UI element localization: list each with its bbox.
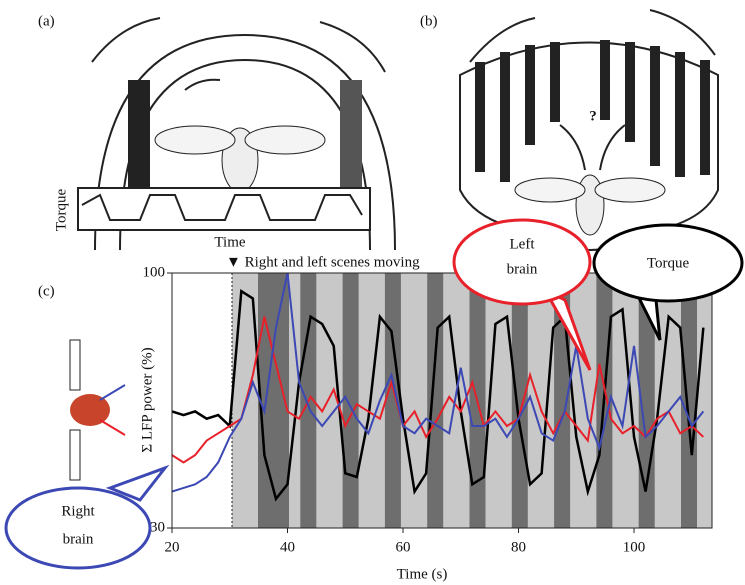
panel-label: (c) bbox=[38, 283, 55, 299]
callout-text: brain bbox=[507, 261, 538, 277]
annotation: ▼ Right and left scenes moving bbox=[226, 254, 420, 270]
x-tick-label: 40 bbox=[280, 539, 295, 555]
arrow bbox=[649, 9, 716, 56]
callout-torque bbox=[592, 223, 744, 341]
wing bbox=[154, 125, 236, 155]
y-axis-label: Σ LFP power (%) bbox=[139, 347, 155, 452]
arena bbox=[94, 33, 396, 251]
plot: ▼ Right and left scenes moving 30 100 20 40 6… bbox=[139, 254, 713, 582]
x-tick-label: 20 bbox=[165, 539, 180, 555]
grating bbox=[69, 429, 81, 481]
stimulus-shading-dark bbox=[342, 273, 359, 528]
stimulus-shading-dark bbox=[384, 273, 401, 528]
panel-label: (b) bbox=[420, 13, 438, 29]
fly-head bbox=[70, 394, 110, 426]
x-axis-label: Time (s) bbox=[397, 566, 448, 582]
series-line bbox=[171, 316, 705, 464]
y-tick-label: 30 bbox=[150, 519, 165, 535]
question-mark: ? bbox=[589, 108, 597, 124]
panel-b-illustration: (b) ? bbox=[420, 9, 719, 251]
arrow bbox=[184, 78, 221, 91]
callout-text: Torque bbox=[647, 255, 690, 271]
x-tick-label: 100 bbox=[623, 539, 646, 555]
probe bbox=[99, 384, 126, 401]
stimulus-shading-dark bbox=[511, 273, 528, 528]
plot-frame bbox=[171, 272, 713, 529]
panel-c-icon: (c) bbox=[38, 283, 126, 481]
torque-trace bbox=[81, 193, 363, 221]
arrow bbox=[469, 17, 536, 63]
grating bbox=[69, 339, 81, 391]
torque-box bbox=[77, 187, 371, 231]
callout-text: Left bbox=[510, 236, 536, 252]
arrow bbox=[91, 17, 161, 63]
y-tick-label: 100 bbox=[143, 264, 166, 280]
panel-label: (a) bbox=[38, 13, 55, 29]
stimulus-shading-dark bbox=[427, 273, 444, 528]
stripes bbox=[475, 40, 710, 182]
series-line bbox=[171, 272, 705, 493]
stripe bbox=[128, 80, 150, 210]
x-tick-label: 80 bbox=[511, 539, 526, 555]
panel-a-illustration: (a) Torque Time bbox=[38, 13, 396, 251]
stimulus-shading-dark bbox=[681, 273, 697, 528]
stripe bbox=[340, 80, 362, 210]
arrow bbox=[559, 124, 626, 171]
axis-label: Time bbox=[214, 234, 245, 250]
wing bbox=[514, 177, 586, 203]
wing bbox=[594, 177, 666, 203]
arrow bbox=[319, 21, 386, 73]
callout-right-brain bbox=[4, 464, 170, 570]
callout-left-brain bbox=[452, 218, 592, 371]
x-tick-label: 60 bbox=[396, 539, 411, 555]
callout-text: brain bbox=[63, 531, 94, 547]
wing bbox=[244, 125, 326, 155]
probe bbox=[99, 419, 126, 436]
callout-text: Right bbox=[61, 503, 95, 519]
axis-label: Torque bbox=[53, 189, 69, 232]
